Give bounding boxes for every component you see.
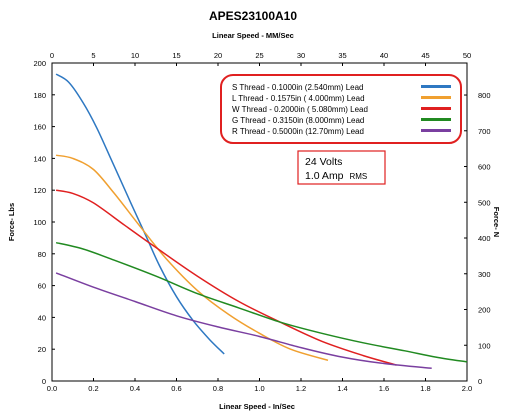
top-tick-label: 30	[297, 51, 305, 60]
top-tick-label: 5	[91, 51, 95, 60]
top-axis-label: Linear Speed - MM/Sec	[212, 31, 294, 40]
series-line-l-thread	[55, 154, 329, 362]
top-tick-label: 20	[214, 51, 222, 60]
y-tick-label: 0	[42, 377, 46, 386]
y-tick-label: 100	[33, 218, 46, 227]
y-tick-label: 80	[38, 250, 46, 259]
x-tick-label: 0.4	[130, 384, 140, 393]
x-tick-label: 1.2	[296, 384, 306, 393]
legend-swatch-l-thread	[421, 96, 451, 99]
y-tick-label: 60	[38, 282, 46, 291]
legend-swatch-w-thread	[421, 107, 451, 110]
current-value: 1.0 Amp	[305, 170, 344, 182]
current-label: 1.0 Amp RMS	[305, 170, 367, 182]
legend-label-s-thread: S Thread - 0.1000in (2.540mm) Lead	[232, 83, 363, 92]
condition-box-frame	[297, 150, 386, 185]
legend-label-l-thread: L Thread - 0.1575in ( 4.000mm) Lead	[232, 94, 365, 103]
y-tick-label: 180	[33, 91, 46, 100]
right-tick-label: 100	[478, 341, 491, 350]
legend-label-r-thread: R Thread - 0.5000in (12.70mm) Lead	[232, 127, 364, 136]
x-axis-label: Linear Speed - In/Sec	[219, 402, 295, 411]
top-tick-label: 45	[421, 51, 429, 60]
x-tick-label: 0.8	[213, 384, 223, 393]
x-tick-label: 1.0	[254, 384, 264, 393]
top-tick-label: 50	[463, 51, 471, 60]
x-tick-label: 0.2	[88, 384, 98, 393]
x-tick-label: 1.4	[337, 384, 347, 393]
top-tick-label: 25	[255, 51, 263, 60]
x-tick-label: 1.8	[420, 384, 430, 393]
legend-items: S Thread - 0.1000in (2.540mm) Lead L Thre…	[232, 83, 451, 136]
right-tick-label: 700	[478, 127, 491, 136]
top-tick-label: 35	[338, 51, 346, 60]
chart-title: APES23100A10	[209, 9, 297, 23]
current-unit: RMS	[349, 172, 367, 181]
x-tick-label: 2.0	[462, 384, 472, 393]
right-tick-label: 300	[478, 270, 491, 279]
y-tick-label: 200	[33, 59, 46, 68]
legend-swatch-g-thread	[421, 118, 451, 121]
right-tick-label: 800	[478, 91, 491, 100]
top-tick-label: 0	[50, 51, 54, 60]
top-tick-label: 10	[131, 51, 139, 60]
ticks-layer: 0.0 0.2 0.4 0.6 0.8 1.0 1.2 1.4 1.6 1.8 2.0 0 20 40 60…	[33, 51, 490, 393]
right-tick-label: 200	[478, 306, 491, 315]
operating-condition-box: 24 Volts 1.0 Amp RMS	[297, 150, 386, 185]
x-tick-label: 0.6	[171, 384, 181, 393]
right-tick-label: 500	[478, 198, 491, 207]
y-tick-label: 160	[33, 123, 46, 132]
legend-label-w-thread: W Thread - 0.2000in ( 5.080mm) Lead	[232, 105, 368, 114]
legend-label-g-thread: G Thread - 0.3150in (8.000mm) Lead	[232, 116, 364, 125]
top-tick-label: 40	[380, 51, 388, 60]
x-tick-label: 0.0	[47, 384, 57, 393]
series-layer	[55, 73, 468, 370]
right-tick-label: 600	[478, 163, 491, 172]
y-tick-label: 120	[33, 186, 46, 195]
series-line-s-thread	[55, 73, 225, 355]
y-tick-label: 40	[38, 313, 46, 322]
series-line-w-thread	[55, 189, 397, 366]
series-line-g-thread	[55, 241, 468, 363]
legend-box	[220, 74, 462, 144]
right-axis-label: Force- N	[492, 207, 501, 237]
right-tick-label: 0	[478, 377, 482, 386]
voltage-label: 24 Volts	[305, 156, 342, 168]
legend-swatch-r-thread	[421, 129, 451, 132]
y-tick-label: 140	[33, 154, 46, 163]
series-line-r-thread	[55, 272, 432, 370]
legend-swatch-s-thread	[421, 85, 451, 88]
legend: S Thread - 0.1000in (2.540mm) Lead L Thre…	[220, 74, 462, 144]
x-tick-label: 1.6	[379, 384, 389, 393]
y-axis-label: Force- Lbs	[7, 203, 16, 241]
right-tick-label: 400	[478, 234, 491, 243]
top-tick-label: 15	[172, 51, 180, 60]
y-tick-label: 20	[38, 345, 46, 354]
